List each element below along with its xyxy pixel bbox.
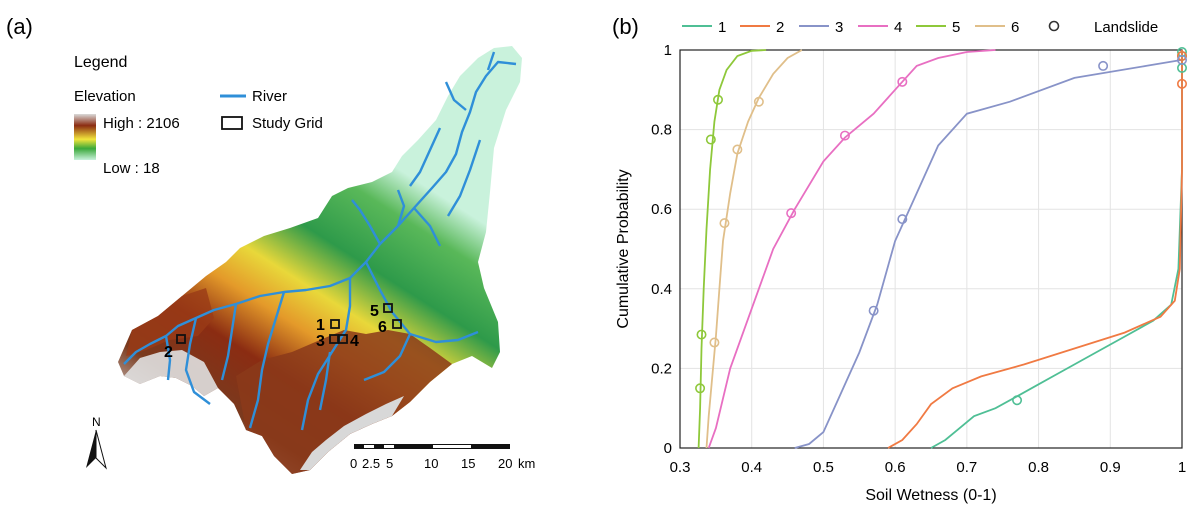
- landslide-marker-3: [897, 214, 908, 225]
- x-tick-label: 0.4: [741, 459, 762, 476]
- x-tick-label: 0.8: [1028, 459, 1049, 476]
- grid-label-3: 3: [316, 333, 325, 350]
- study-grid-1: [330, 319, 340, 329]
- study-grid-6: [392, 319, 402, 329]
- x-axis-ticks: 0.3 0.4 0.5 0.6 0.7 0.8 0.9 1: [670, 459, 1187, 476]
- plot-series: [697, 49, 1183, 449]
- series-line-1: [930, 50, 1183, 449]
- grid-label-6: 6: [378, 319, 387, 336]
- series-line-6: [705, 49, 803, 449]
- series-line-5: [697, 49, 767, 449]
- western-peaks: [124, 350, 218, 396]
- legend-landslide-symbol: [1048, 20, 1060, 32]
- grid-label-4: 4: [350, 333, 359, 350]
- landslide-marker-5: [695, 383, 706, 394]
- legend-label-5: 5: [952, 19, 960, 36]
- landslide-marker-4: [839, 130, 850, 141]
- western-ridge: [126, 288, 214, 356]
- landslide-marker-5: [713, 94, 724, 105]
- x-tick-label: 1: [1178, 459, 1186, 476]
- plot-frame: [679, 49, 1183, 449]
- scale-unit: km: [518, 456, 535, 471]
- legend-high-label: High : 2106: [103, 115, 180, 132]
- landslide-marker-4: [786, 208, 797, 219]
- y-axis-ticks: 0 0.2 0.4 0.6 0.8 1: [651, 42, 672, 457]
- y-tick-label: 0.6: [651, 201, 672, 218]
- legend-low-label: Low : 18: [103, 160, 160, 177]
- series-line-2: [887, 50, 1183, 449]
- landslide-marker-6: [753, 96, 764, 107]
- x-tick-label: 0.5: [813, 459, 834, 476]
- landslide-marker-3: [1177, 54, 1188, 65]
- legend-landslide-label: Landslide: [1094, 19, 1158, 36]
- landslide-marker-5: [705, 134, 716, 145]
- map-legend: Legend Elevation High : 2106 Low : 18 Ri…: [74, 54, 323, 177]
- scale-tick-2-5: 2.5: [362, 456, 380, 471]
- landslide-marker-5: [696, 329, 707, 340]
- river-network: [123, 51, 517, 431]
- landslide-marker-3: [868, 305, 879, 316]
- legend-river-label: River: [252, 88, 287, 105]
- landslide-marker-6: [732, 144, 743, 155]
- grid-label-2: 2: [164, 344, 173, 361]
- y-tick-label: 0.8: [651, 122, 672, 139]
- high-elevation-ridge: [236, 330, 452, 474]
- north-arrow-label: N: [92, 415, 101, 429]
- scale-bar: 0 2.5 5 10 15 20 km: [350, 444, 535, 471]
- legend-label-2: 2: [776, 19, 784, 36]
- scale-tick-10: 10: [424, 456, 438, 471]
- chart-legend: 1 2 3 4 5 6 Landslide: [682, 19, 1158, 36]
- legend-label-6: 6: [1011, 19, 1019, 36]
- study-grid-5: [383, 303, 393, 313]
- x-tick-label: 0.6: [885, 459, 906, 476]
- legend-elevation-title: Elevation: [74, 88, 136, 105]
- scale-tick-20: 20: [498, 456, 512, 471]
- legend-grid-symbol: [221, 116, 243, 130]
- landslide-marker-6: [719, 218, 730, 229]
- x-axis-title: Soil Wetness (0-1): [865, 487, 996, 504]
- legend-label-1: 1: [718, 19, 726, 36]
- panel-b: (b) 0.3 0.4 0.5 0.6 0.7 0.8 0.9 1 0 0.2 0.4 0.6 0.8…: [612, 14, 1188, 504]
- study-grids: [176, 303, 402, 344]
- landslide-marker-2: [1177, 78, 1188, 89]
- landslide-marker-6: [709, 337, 720, 348]
- panel-a-label: (a): [6, 14, 33, 39]
- landslide-marker-1: [1012, 395, 1023, 406]
- legend-label-4: 4: [894, 19, 902, 36]
- scale-tick-15: 15: [461, 456, 475, 471]
- elevation-colorbar: [74, 114, 96, 160]
- landslide-marker-4: [897, 76, 908, 87]
- legend-label-3: 3: [835, 19, 843, 36]
- landslide-marker-2: [1177, 50, 1188, 61]
- y-axis-title: Cumulative Probability: [615, 169, 632, 328]
- y-tick-label: 0.2: [651, 360, 672, 377]
- study-grid-3: [329, 334, 339, 344]
- y-tick-label: 1: [664, 42, 672, 59]
- series-line-4: [707, 49, 996, 449]
- plot-landslide-markers: [695, 46, 1188, 406]
- landslide-marker-3: [1098, 60, 1109, 71]
- y-tick-label: 0.4: [651, 281, 672, 298]
- study-grid-4: [338, 334, 348, 344]
- north-arrow: N: [86, 415, 107, 470]
- plot-grid: [679, 49, 1183, 449]
- grid-label-1: 1: [316, 317, 325, 334]
- grid-label-5: 5: [370, 303, 379, 320]
- series-line-3: [794, 59, 1183, 449]
- legend-title: Legend: [74, 54, 127, 71]
- study-grid-2: [176, 334, 186, 344]
- peak-snow-area: [300, 396, 404, 470]
- y-tick-label: 0: [664, 440, 672, 457]
- scale-tick-0: 0: [350, 456, 357, 471]
- x-tick-label: 0.9: [1100, 459, 1121, 476]
- panel-b-label: (b): [612, 14, 639, 39]
- panel-a: (a): [6, 14, 535, 474]
- x-tick-label: 0.3: [670, 459, 691, 476]
- study-grid-labels: 1 2 3 4 5 6: [164, 303, 387, 361]
- legend-grid-label: Study Grid: [252, 115, 323, 132]
- scale-tick-5: 5: [386, 456, 393, 471]
- x-tick-label: 0.7: [956, 459, 977, 476]
